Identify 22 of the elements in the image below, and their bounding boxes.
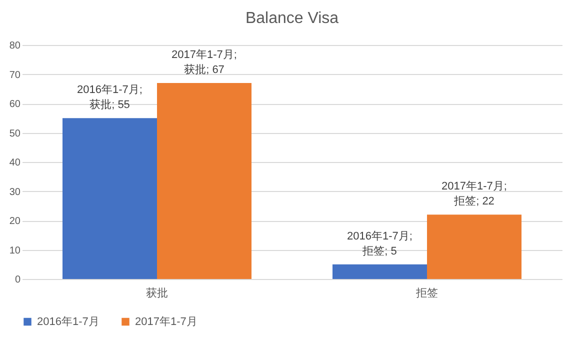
x-tick-label: 拒签 — [415, 288, 438, 300]
data-label: 2017年1-7月; 拒签; 22 — [442, 180, 507, 208]
bar — [157, 83, 252, 279]
y-tick-label: 80 — [9, 40, 21, 52]
y-tick-label: 30 — [9, 186, 21, 198]
data-label: 2017年1-7月; 获批; 67 — [172, 49, 237, 76]
y-tick-label: 10 — [9, 245, 21, 256]
legend-label: 2017年1-7月 — [135, 316, 198, 328]
chart-title: Balance Visa — [245, 10, 339, 27]
x-tick-label: 获批 — [146, 286, 168, 300]
y-tick-label: 50 — [9, 128, 21, 140]
y-tick-label: 0 — [14, 274, 21, 286]
bar — [332, 264, 427, 279]
bar — [427, 214, 522, 279]
y-tick-label: 40 — [9, 158, 21, 168]
bar — [62, 118, 157, 279]
y-tick-label: 20 — [9, 216, 21, 227]
data-label: 2016年1-7月; 拒签; 5 — [347, 230, 412, 258]
data-label: 2016年1-7月; 获批; 55 — [77, 84, 142, 112]
y-tick-label: 60 — [9, 99, 21, 110]
y-tick-label: 70 — [9, 70, 21, 81]
legend-label: 2016年1-7月 — [37, 316, 100, 328]
